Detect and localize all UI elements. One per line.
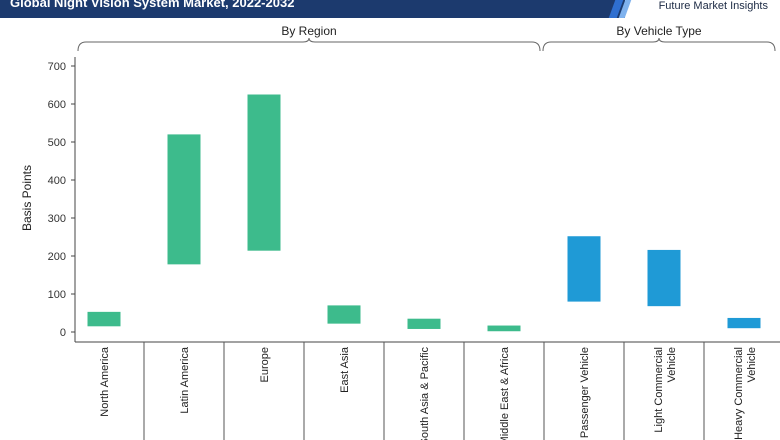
bar-latin-america xyxy=(167,134,201,265)
y-tick-label: 500 xyxy=(48,137,66,149)
x-tick-label: Latin America xyxy=(179,346,191,414)
group-by-region-bracket xyxy=(77,37,541,52)
bars xyxy=(87,94,761,332)
y-tick-label: 400 xyxy=(48,175,66,187)
x-tick-label: South Asia & Pacific xyxy=(419,347,431,440)
y-tick-label: 100 xyxy=(48,289,66,301)
bar-north-america xyxy=(87,311,121,327)
header-bar: Global Night Vision System Market, 2022-… xyxy=(0,0,780,20)
x-tick-label: North America xyxy=(99,346,111,417)
bar-east-asia xyxy=(327,305,361,324)
bar-middle-east-africa xyxy=(487,325,521,332)
bar-light-commercial-vehicle xyxy=(647,249,681,307)
y-tick-label: 300 xyxy=(48,213,66,225)
group-by-vehicle-type-bracket xyxy=(542,37,776,52)
x-tick-label: Passenger Vehicle xyxy=(579,347,591,438)
page-title: Global Night Vision System Market, 2022-… xyxy=(0,0,625,18)
group-by-region-label: By Region xyxy=(281,24,336,38)
y-tick-label: 0 xyxy=(60,327,66,339)
brand-name: Future Market Insights xyxy=(658,0,768,12)
x-tick-label: Heavy CommercialVehicle xyxy=(733,347,758,440)
x-tick-labels: North America Latin America Europe East Asi… xyxy=(99,342,758,440)
y-tick-label: 200 xyxy=(48,251,66,263)
x-tick-label: Light CommercialVehicle xyxy=(653,347,678,433)
bar-europe xyxy=(247,94,281,251)
y-axis: 0 100 200 300 400 500 600 700 xyxy=(48,57,780,343)
y-tick-label: 600 xyxy=(48,99,66,111)
y-axis-label: Basis Points xyxy=(20,165,34,231)
y-tick-label: 700 xyxy=(48,61,66,73)
bar-passenger-vehicle xyxy=(567,236,601,302)
x-tick-label: Middle East & Africa xyxy=(499,346,511,440)
bar-heavy-commercial-vehicle xyxy=(727,317,761,329)
x-tick-label: East Asia xyxy=(339,346,351,393)
x-tick-label: Europe xyxy=(259,347,271,382)
group-by-vehicle-type-label: By Vehicle Type xyxy=(616,24,701,38)
group-brackets: By Region By Vehicle Type xyxy=(77,24,776,52)
bar-south-asia-pacific xyxy=(407,318,441,329)
